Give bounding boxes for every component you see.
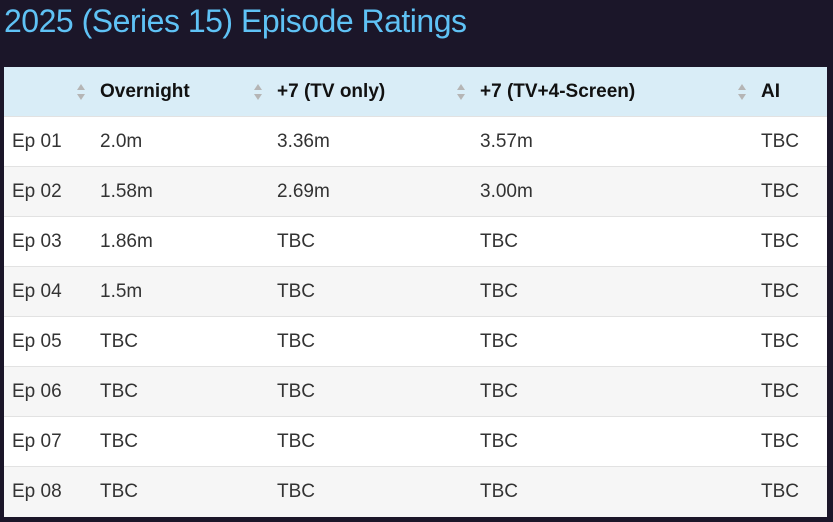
table-row: Ep 06 TBC TBC TBC TBC [4,366,827,417]
cell-tv-4-screen: TBC [480,230,518,252]
column-header-episode[interactable] [4,67,92,117]
cell-tv-only: 2.69m [277,180,330,202]
cell-tv-only: TBC [277,230,315,252]
cell-tv-only: TBC [277,330,315,352]
column-header-ai[interactable]: AI [753,67,827,117]
sort-icon[interactable] [76,81,86,103]
table-row: Ep 01 2.0m 3.36m 3.57m TBC [4,116,827,167]
table-row: Ep 02 1.58m 2.69m 3.00m TBC [4,166,827,217]
table-row: Ep 07 TBC TBC TBC TBC [4,416,827,467]
cell-episode: Ep 03 [12,230,62,252]
cell-ai: TBC [761,330,799,352]
cell-episode: Ep 01 [12,130,62,152]
cell-overnight: 1.58m [100,180,153,202]
cell-overnight: 1.5m [100,280,143,302]
cell-tv-4-screen: TBC [480,480,518,502]
cell-tv-4-screen: TBC [480,330,518,352]
cell-episode: Ep 06 [12,380,62,402]
cell-ai: TBC [761,380,799,402]
sort-icon[interactable] [253,81,263,103]
cell-tv-4-screen: TBC [480,430,518,452]
column-header-tv-only[interactable]: +7 (TV only) [269,67,472,117]
sort-icon[interactable] [737,81,747,103]
page-title: 2025 (Series 15) Episode Ratings [4,3,467,39]
cell-ai: TBC [761,230,799,252]
sort-icon[interactable] [456,81,466,103]
cell-overnight: 2.0m [100,130,143,152]
cell-ai: TBC [761,480,799,502]
ratings-table-container: Overnight +7 (TV only) +7 (TV+4-Screen) … [4,67,827,517]
cell-tv-4-screen: 3.57m [480,130,533,152]
column-header-label: +7 (TV+4-Screen) [480,80,636,102]
table-row: Ep 03 1.86m TBC TBC TBC [4,216,827,267]
table-header-row: Overnight +7 (TV only) +7 (TV+4-Screen) … [4,67,827,117]
table-row: Ep 08 TBC TBC TBC TBC [4,466,827,517]
ratings-table: Overnight +7 (TV only) +7 (TV+4-Screen) … [4,67,827,517]
column-header-overnight[interactable]: Overnight [92,67,269,117]
cell-tv-4-screen: TBC [480,280,518,302]
cell-overnight: TBC [100,380,138,402]
cell-episode: Ep 02 [12,180,62,202]
cell-ai: TBC [761,280,799,302]
cell-tv-only: 3.36m [277,130,330,152]
cell-tv-4-screen: 3.00m [480,180,533,202]
cell-ai: TBC [761,430,799,452]
table-row: Ep 05 TBC TBC TBC TBC [4,316,827,367]
cell-episode: Ep 04 [12,280,62,302]
cell-overnight: TBC [100,330,138,352]
cell-episode: Ep 07 [12,430,62,452]
cell-ai: TBC [761,130,799,152]
cell-tv-only: TBC [277,380,315,402]
table-row: Ep 04 1.5m TBC TBC TBC [4,266,827,317]
cell-ai: TBC [761,180,799,202]
column-header-tv-4-screen[interactable]: +7 (TV+4-Screen) [472,67,753,117]
cell-overnight: TBC [100,480,138,502]
column-header-label: Overnight [100,80,190,102]
column-header-label: AI [761,80,780,102]
cell-overnight: 1.86m [100,230,153,252]
cell-episode: Ep 05 [12,330,62,352]
cell-episode: Ep 08 [12,480,62,502]
cell-tv-only: TBC [277,280,315,302]
cell-tv-4-screen: TBC [480,380,518,402]
cell-overnight: TBC [100,430,138,452]
cell-tv-only: TBC [277,430,315,452]
ratings-table-body: Ep 01 2.0m 3.36m 3.57m TBC Ep 02 1.58m 2… [4,116,827,517]
column-header-label: +7 (TV only) [277,80,386,102]
cell-tv-only: TBC [277,480,315,502]
